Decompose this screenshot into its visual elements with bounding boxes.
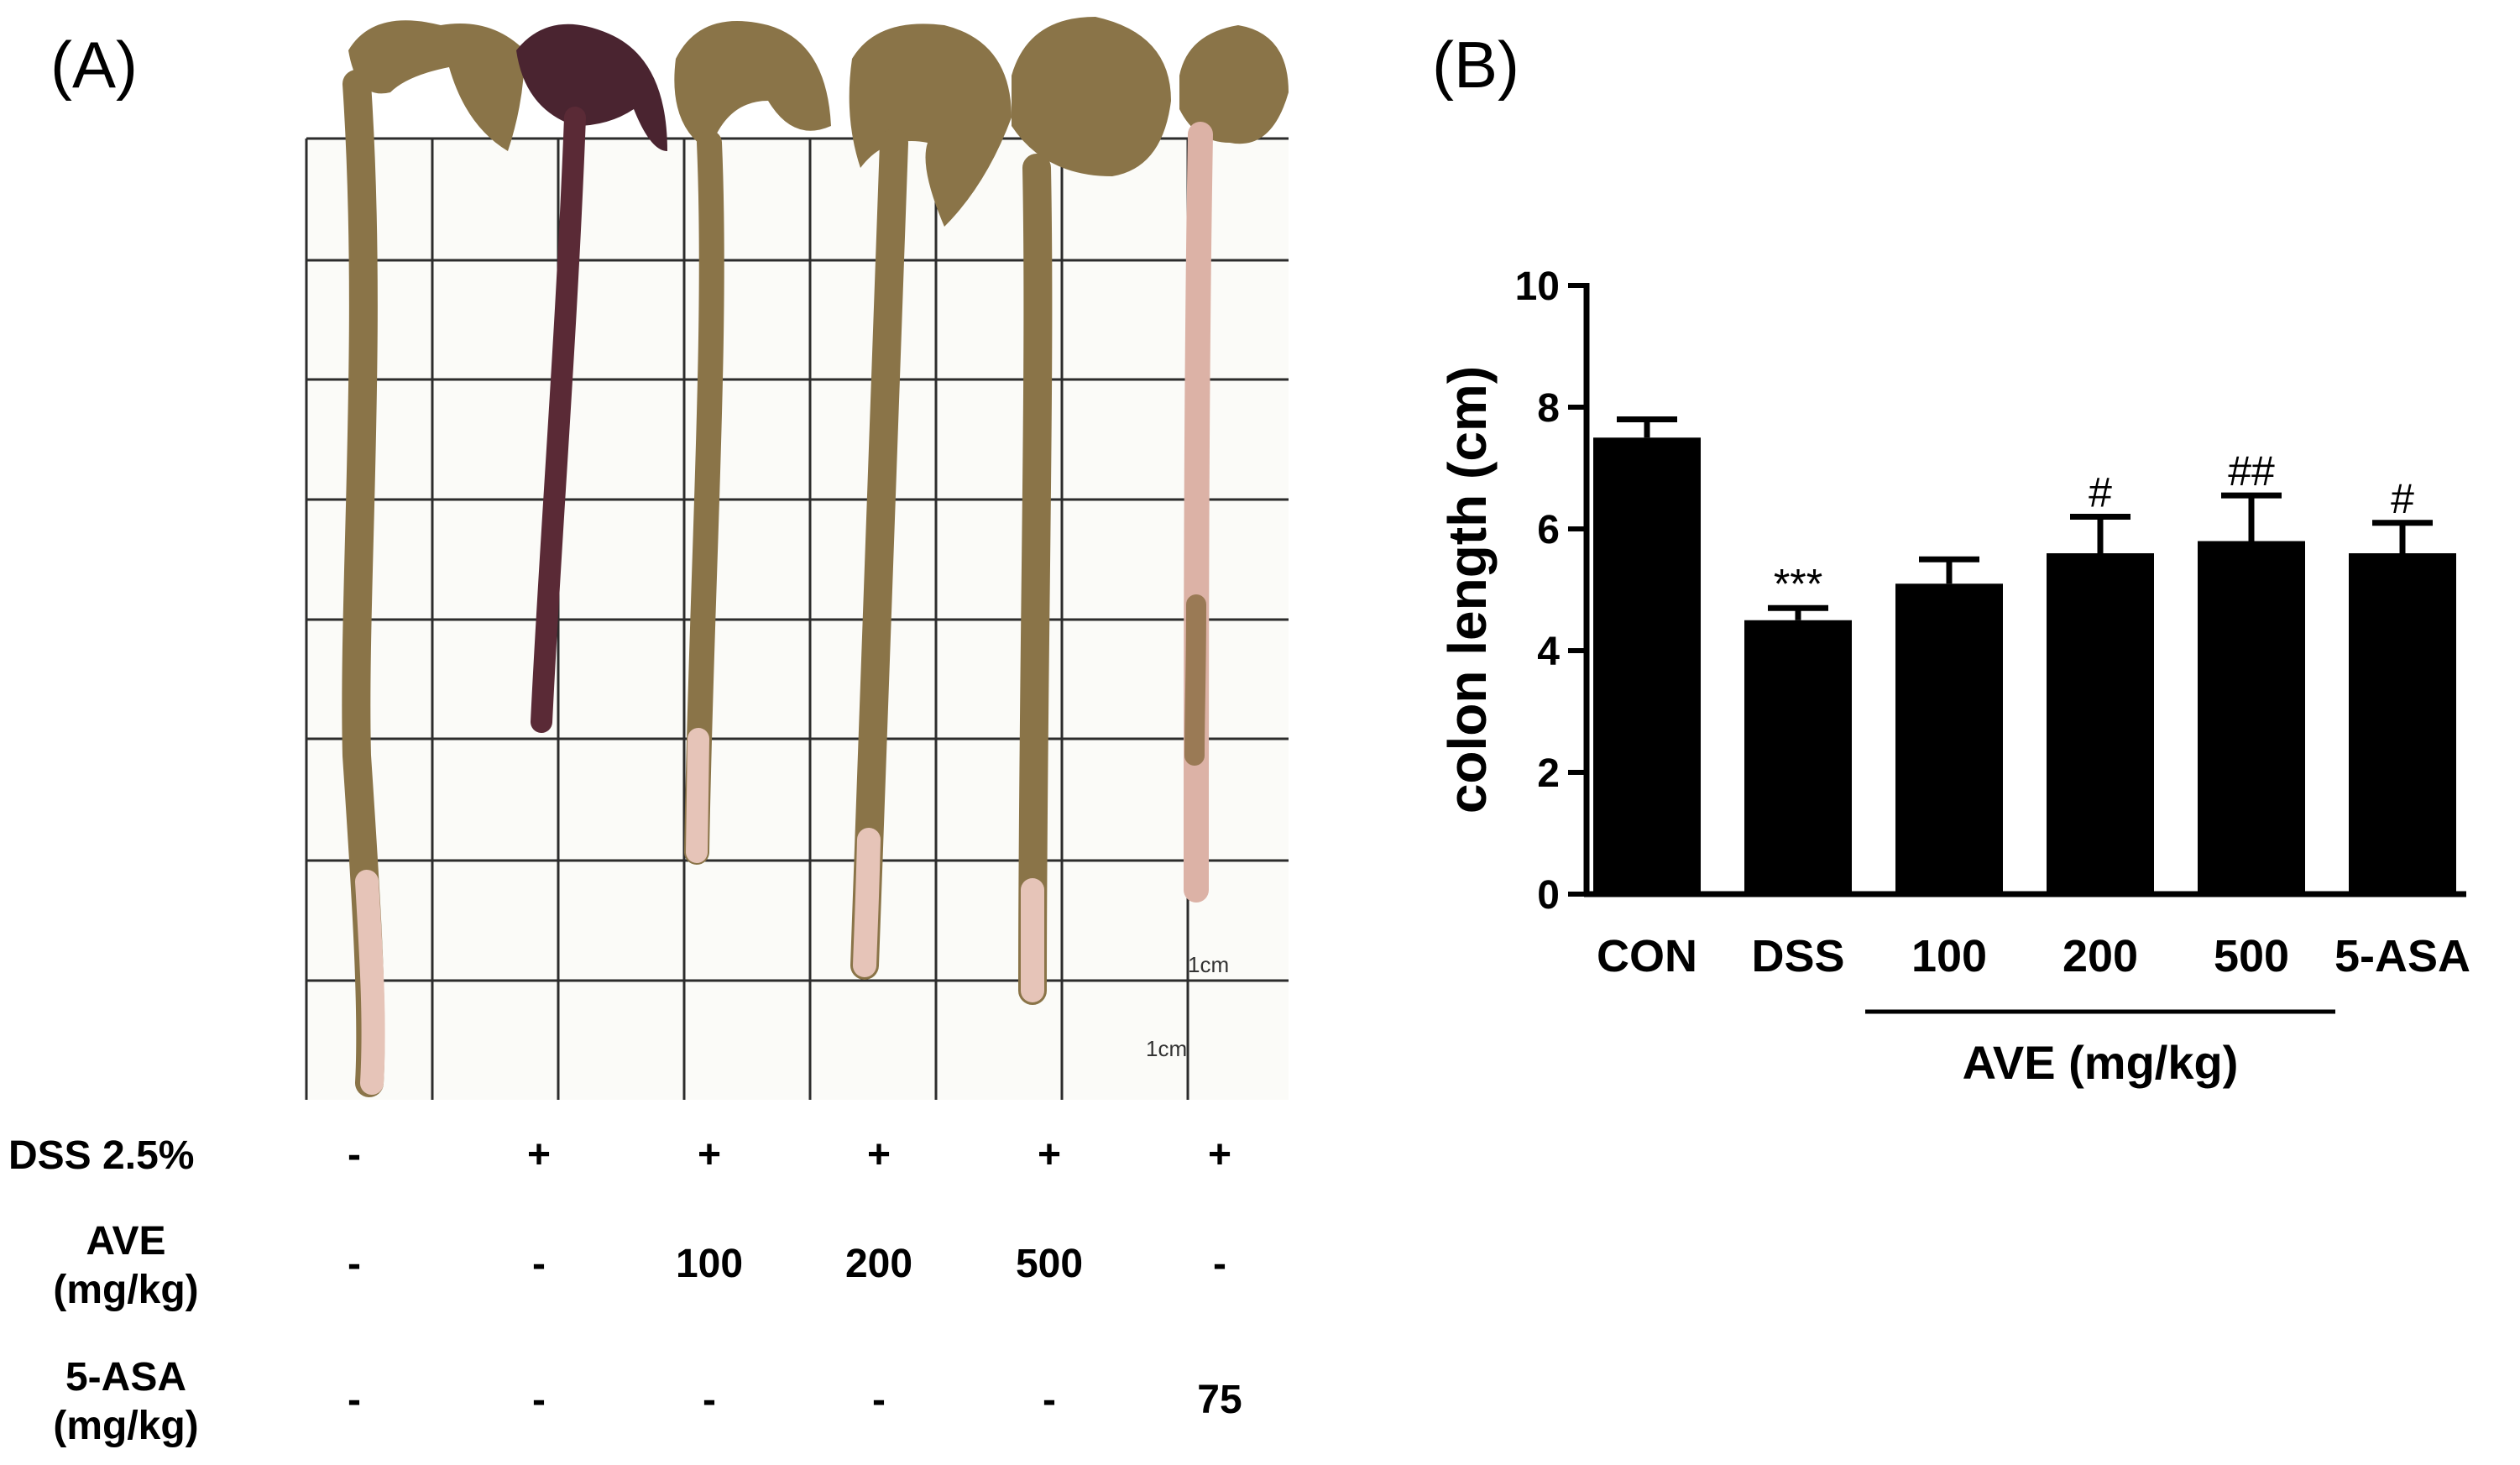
row-label-dss: DSS 2.5% (8, 1132, 243, 1180)
dss-cell: + (991, 1135, 1108, 1175)
bar-5-ASA (2349, 553, 2456, 894)
y-tick-label: 6 (1537, 508, 1560, 552)
ave-cell: - (1161, 1244, 1278, 1284)
panel-a-label: (A) (50, 32, 138, 97)
row-label-ave: AVE (mg/kg) (17, 1217, 235, 1314)
significance-200: # (2089, 469, 2112, 516)
dss-cell: + (480, 1135, 598, 1175)
category-label-100: 100 (1911, 931, 1987, 981)
category-label-500: 500 (2214, 931, 2289, 981)
y-tick-label: 4 (1537, 630, 1560, 674)
y-tick-label: 0 (1537, 873, 1560, 918)
bar-100 (1895, 583, 2003, 894)
ave-cell: - (480, 1244, 598, 1284)
significance-500: ## (2228, 447, 2275, 494)
row-label-5asa: 5-ASA (mg/kg) (17, 1353, 235, 1450)
dss-cell: + (1161, 1135, 1278, 1175)
dss-cell: - (295, 1135, 413, 1175)
y-axis-label: colon length (cm) (1437, 366, 1498, 814)
5asa-cell: - (991, 1380, 1108, 1421)
row-label-5asa-line1: 5-ASA (17, 1353, 235, 1402)
ave-cell: 500 (991, 1244, 1108, 1284)
bar-DSS (1744, 620, 1852, 894)
colon-photo: 1cm 1cm (273, 0, 1289, 1100)
y-tick-label: 2 (1537, 751, 1560, 796)
row-label-ave-line2: (mg/kg) (17, 1266, 235, 1315)
5asa-cell: - (480, 1380, 598, 1421)
significance-5-ASA: # (2391, 475, 2414, 522)
scale-label-2: 1cm (1146, 1036, 1187, 1061)
colon-photo-svg: 1cm 1cm (273, 0, 1289, 1100)
panel-b-label: (B) (1432, 32, 1519, 97)
ave-cell: - (295, 1244, 413, 1284)
y-tick-label: 10 (1515, 264, 1560, 309)
5asa-cell: - (651, 1380, 768, 1421)
row-label-5asa-line2: (mg/kg) (17, 1402, 235, 1451)
chart-svg: 0 2 4 6 8 10 colon length (cm) CON DSS *** 100 200 #… (1427, 252, 2520, 1117)
significance-DSS: *** (1774, 560, 1822, 607)
category-label-CON: CON (1597, 931, 1697, 981)
5asa-cell: - (295, 1380, 413, 1421)
group-label: AVE (mg/kg) (1963, 1036, 2239, 1089)
bar-500 (2198, 542, 2305, 895)
category-label-200: 200 (2063, 931, 2138, 981)
ave-cell: 200 (820, 1244, 938, 1284)
5asa-cell: 75 (1161, 1380, 1278, 1421)
bar-200 (2047, 553, 2154, 894)
row-label-ave-line1: AVE (17, 1217, 235, 1266)
colon-length-chart: 0 2 4 6 8 10 colon length (cm) CON DSS *** 100 200 #… (1427, 252, 2520, 1117)
category-label-DSS: DSS (1751, 931, 1844, 981)
ave-cell: 100 (651, 1244, 768, 1284)
dss-cell: + (651, 1135, 768, 1175)
category-label-5-ASA: 5-ASA (2334, 931, 2470, 981)
y-tick-label: 8 (1537, 386, 1560, 431)
scale-label-1: 1cm (1188, 952, 1229, 977)
dss-cell: + (820, 1135, 938, 1175)
5asa-cell: - (820, 1380, 938, 1421)
bar-CON (1593, 437, 1701, 894)
